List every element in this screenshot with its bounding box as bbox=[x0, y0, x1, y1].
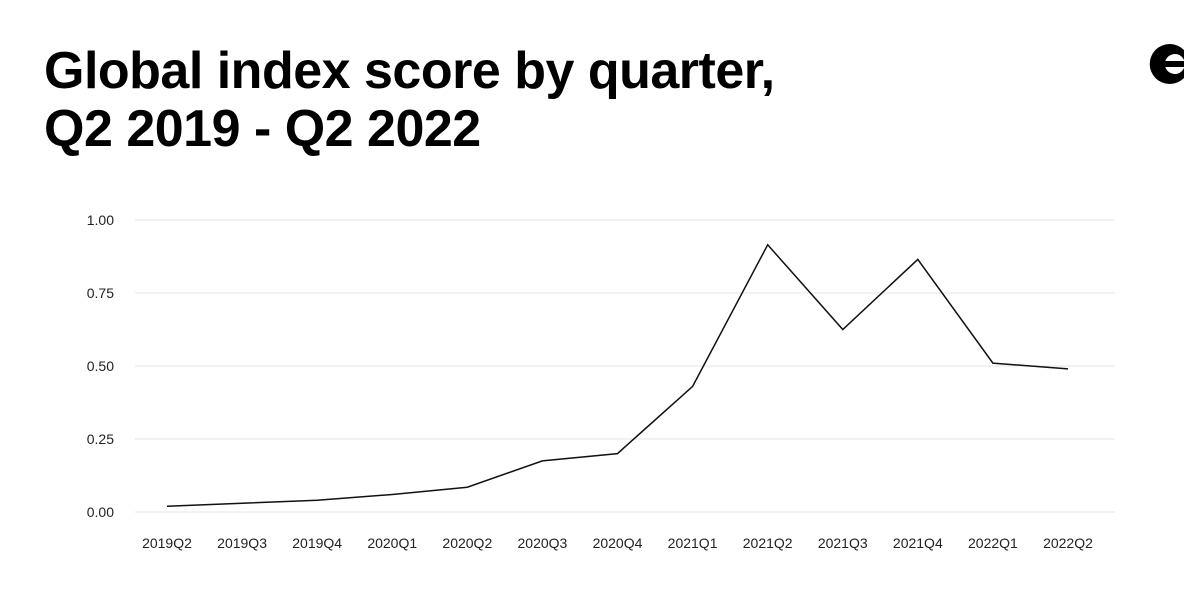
x-tick-label: 2021Q1 bbox=[668, 535, 718, 551]
chart-title-line-1: Global index score by quarter, bbox=[44, 42, 775, 100]
x-tick-label: 2019Q3 bbox=[217, 535, 267, 551]
x-axis-ticks: 2019Q2 2019Q3 2019Q4 2020Q1 2020Q2 2020Q3 2020… bbox=[142, 535, 1093, 551]
y-tick-label: 0.25 bbox=[87, 431, 114, 447]
y-axis-ticks: 0.00 0.25 0.50 0.75 1.00 bbox=[87, 212, 114, 520]
series-lines bbox=[166, 243, 1069, 507]
x-tick-label: 2020Q2 bbox=[442, 535, 492, 551]
brand-logo-icon bbox=[1149, 44, 1184, 84]
x-tick-label: 2020Q4 bbox=[593, 535, 643, 551]
series-line bbox=[166, 243, 1069, 507]
gridlines bbox=[135, 219, 1115, 513]
x-tick-label: 2020Q3 bbox=[518, 535, 568, 551]
x-tick-label: 2021Q3 bbox=[818, 535, 868, 551]
y-tick-label: 1.00 bbox=[87, 212, 114, 228]
x-tick-label: 2022Q2 bbox=[1043, 535, 1093, 551]
x-tick-label: 2021Q2 bbox=[743, 535, 793, 551]
x-tick-label: 2022Q1 bbox=[968, 535, 1018, 551]
y-tick-label: 0.50 bbox=[87, 358, 114, 374]
chart-title: Global index score by quarter, Q2 2019 -… bbox=[44, 42, 775, 158]
chart-title-line-2: Q2 2019 - Q2 2022 bbox=[44, 100, 481, 158]
x-tick-label: 2021Q4 bbox=[893, 535, 943, 551]
y-tick-label: 0.75 bbox=[87, 285, 114, 301]
x-tick-label: 2019Q2 bbox=[142, 535, 192, 551]
x-tick-label: 2019Q4 bbox=[292, 535, 342, 551]
y-tick-label: 0.00 bbox=[87, 504, 114, 520]
x-tick-label: 2020Q1 bbox=[367, 535, 417, 551]
